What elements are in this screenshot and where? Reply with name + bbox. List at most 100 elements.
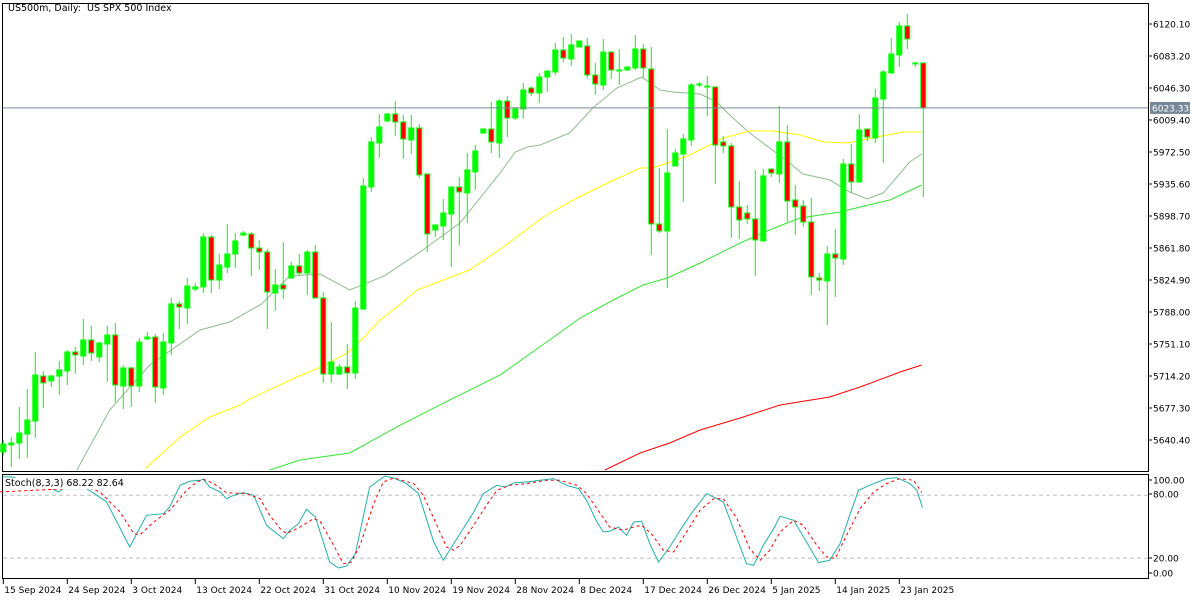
y-tick-label: 5751.10 (1153, 341, 1190, 351)
candle-body-bull (408, 127, 415, 141)
candle (912, 61, 919, 68)
candle-body-bull (376, 126, 383, 144)
candle (352, 300, 359, 379)
chart-title: US500m, Daily: US SPX 500 Index (8, 3, 172, 14)
candle-body-bull (912, 62, 919, 65)
candle-body-bear (784, 141, 791, 202)
candle-body-bear (256, 247, 263, 253)
candle (528, 86, 535, 96)
candle (224, 223, 231, 273)
candle-body-bull (480, 128, 487, 134)
candle (856, 114, 863, 183)
candle-body-bull (840, 163, 847, 260)
candle (80, 318, 87, 365)
candle (456, 176, 463, 245)
moving-average-line-0 (76, 76, 922, 471)
candle-body-bear (744, 212, 751, 220)
candle-body-bull (856, 129, 863, 183)
candle (280, 242, 287, 299)
candle (136, 337, 143, 392)
candle (56, 361, 63, 395)
candle-body-bear (904, 25, 911, 40)
y-tick-label: 5898.70 (1153, 213, 1190, 223)
candle-body-bear (504, 100, 511, 119)
candle (792, 184, 799, 235)
candle-body-bear (752, 218, 759, 241)
candle-body-bear (792, 199, 799, 208)
candle-body-bull (888, 53, 895, 74)
candle (664, 129, 671, 288)
candle-body-bull (96, 342, 103, 358)
candle-body-bull (824, 253, 831, 282)
candle (592, 62, 599, 95)
candle-body-bear (920, 62, 927, 109)
candle-body-bull (672, 152, 679, 167)
stoch-levels (3, 494, 1148, 559)
candle-body-bear (848, 163, 855, 183)
candle-body-bull (288, 265, 295, 279)
stoch-y-tick-label: 100.00 (1153, 477, 1185, 487)
time-axis[interactable]: 15 Sep 2024 24 Sep 2024 3 Oct 2024 13 Oct 2… (2, 579, 954, 596)
candle (128, 366, 135, 407)
candle (864, 128, 871, 141)
moving-average-line-2 (269, 184, 922, 471)
x-tick-label: 24 Sep 2024 (68, 586, 125, 596)
candle-body-bull (520, 89, 527, 110)
stoch-y-tick-label: 20.00 (1153, 555, 1179, 565)
x-tick-label: 19 Nov 2024 (452, 586, 510, 596)
x-tick-label: 14 Jan 2025 (836, 586, 890, 596)
candle (680, 133, 687, 202)
stoch-indicator-label: Stoch(8,3,3) 68.22 82.64 (5, 478, 126, 489)
candle (176, 300, 183, 330)
y-tick-label: 5861.80 (1153, 245, 1190, 255)
candle-body-bear (808, 221, 815, 278)
candle (816, 272, 823, 292)
candle (120, 364, 127, 409)
candle (232, 233, 239, 268)
x-tick-label: 3 Oct 2024 (132, 586, 182, 596)
candle-body-bull (272, 284, 279, 294)
candle (784, 124, 791, 222)
candle-body-bear (728, 145, 735, 208)
candle (512, 106, 519, 121)
candle-body-bull (600, 51, 607, 86)
candle-body-bull (440, 212, 447, 227)
candle (696, 82, 703, 87)
candle (368, 136, 375, 192)
candle-body-bear (40, 375, 47, 384)
candle (184, 278, 191, 324)
y-tick-label: 5788.00 (1153, 309, 1190, 319)
candle-body-bull (8, 442, 15, 446)
candle (416, 123, 423, 178)
stoch-signal-line (0, 477, 923, 565)
candle (384, 112, 391, 122)
candle (200, 233, 207, 294)
candle (400, 114, 407, 159)
candle (624, 65, 631, 72)
candle-body-bear (152, 336, 159, 388)
price-axis[interactable]: 6120.10 6083.20 6046.30 6009.40 5972.50 5935.… (1148, 21, 1190, 447)
y-tick-label: 6009.40 (1153, 117, 1190, 127)
candle-body-bear (528, 87, 535, 94)
candle-body-bull (216, 264, 223, 281)
candle-body-bear (264, 251, 271, 293)
candle (848, 144, 855, 193)
candle-body-bear (648, 68, 655, 225)
moving-average-line-1 (144, 130, 922, 470)
candle-body-bull (80, 339, 87, 357)
candle-body-bear (720, 141, 727, 147)
candle-body-bull (104, 334, 111, 345)
candle-body-bear (584, 45, 591, 76)
candles (0, 13, 927, 467)
candle-body-bull (688, 84, 695, 141)
candle-body-bear (816, 277, 823, 281)
candle (872, 88, 879, 143)
candle (768, 168, 775, 177)
candle (96, 342, 103, 362)
candle (688, 82, 695, 146)
candle (576, 40, 583, 48)
candle (560, 37, 567, 62)
candle (296, 253, 303, 277)
candle (600, 39, 607, 90)
